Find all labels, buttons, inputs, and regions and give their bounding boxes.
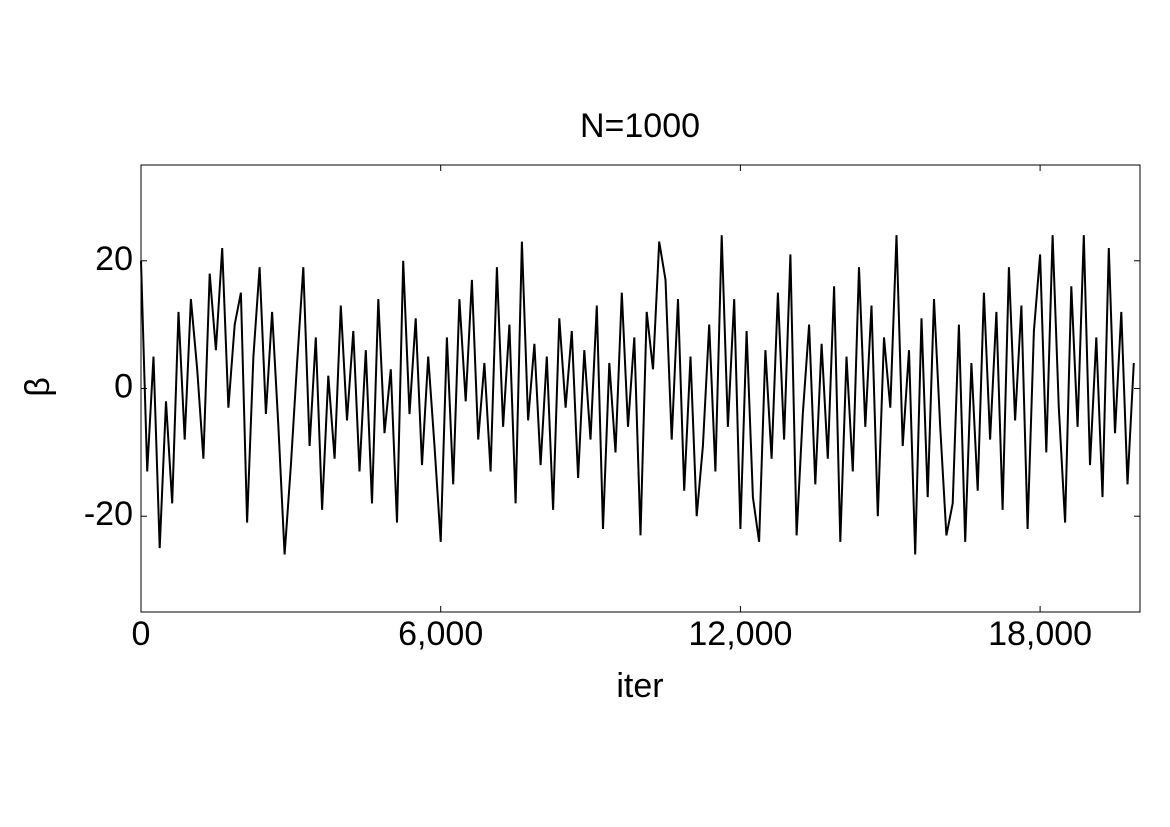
y-tick-label: 20 [95, 240, 133, 278]
trace-line [140, 235, 1135, 555]
x-tick-label: 6,000 [398, 615, 483, 653]
x-tick-label: 18,000 [988, 615, 1092, 653]
y-tick-label: 0 [114, 367, 133, 405]
x-tick-label: 0 [132, 615, 151, 653]
plot-frame [140, 164, 1141, 613]
x-tick-label: 12,000 [688, 615, 792, 653]
chart-title: N=1000 [580, 107, 700, 145]
y-tick-label: -20 [84, 495, 133, 533]
y-axis-label: β [19, 377, 57, 397]
x-axis-label: iter [616, 667, 663, 705]
